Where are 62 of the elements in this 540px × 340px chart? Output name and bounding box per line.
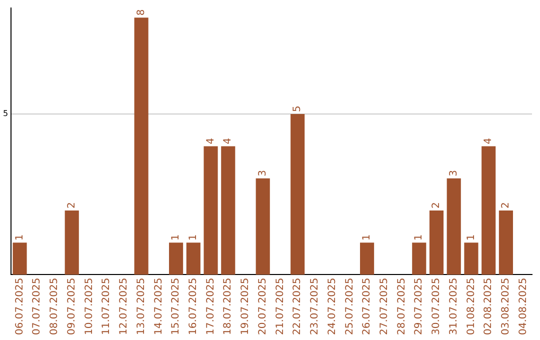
x-tick-label: 13.07.2025 [136, 278, 147, 336]
bar [482, 146, 496, 275]
x-tick-label: 07.07.2025 [32, 278, 43, 336]
bar [169, 242, 184, 275]
x-tick-label: 30.07.2025 [431, 278, 442, 336]
data-label: 3 [257, 170, 268, 176]
bar [412, 242, 426, 275]
x-tick-label: 27.07.2025 [379, 278, 390, 336]
data-label: 8 [136, 9, 147, 16]
data-label: 4 [205, 138, 216, 144]
x-tick-label: 10.07.2025 [84, 278, 95, 336]
x-tick-label: 28.07.2025 [396, 278, 408, 336]
data-label: 3 [448, 170, 460, 176]
x-tick-label: 04.08.2025 [518, 278, 529, 336]
x-tick-label: 26.07.2025 [362, 278, 373, 336]
x-tick-label: 18.07.2025 [222, 278, 234, 336]
data-label: 1 [414, 234, 425, 241]
x-tick-label: 08.07.2025 [49, 278, 60, 336]
x-tick-label: 25.07.2025 [344, 278, 356, 336]
bar [186, 242, 200, 275]
bar [360, 242, 374, 275]
data-label: 1 [188, 234, 199, 241]
data-label: 4 [483, 138, 494, 144]
bar [290, 114, 305, 275]
data-label: 1 [14, 234, 26, 241]
x-tick-label: 22.07.2025 [292, 278, 304, 336]
data-label: 1 [362, 234, 373, 241]
x-tick-label: 16.07.2025 [188, 278, 199, 336]
x-tick-label: 15.07.2025 [170, 278, 182, 336]
x-tick-label: 19.07.2025 [240, 278, 252, 336]
x-tick-label: 24.07.2025 [326, 278, 338, 336]
x-tick-label: 11.07.2025 [101, 278, 112, 336]
bar [256, 178, 270, 275]
data-label: 1 [170, 234, 182, 241]
x-tick-label: 06.07.2025 [14, 278, 26, 336]
data-label: 4 [222, 138, 234, 144]
data-label: 2 [431, 202, 442, 208]
x-tick-label: 03.08.2025 [500, 278, 512, 336]
bar [429, 210, 444, 275]
x-tick-label: 21.07.2025 [274, 278, 286, 336]
bar [446, 178, 461, 275]
x-tick-label: 20.07.2025 [257, 278, 268, 336]
bar [464, 242, 478, 275]
bar [12, 242, 27, 275]
x-tick-label: 17.07.2025 [205, 278, 216, 336]
bar [221, 146, 236, 275]
bar [134, 18, 148, 275]
data-label: 5 [292, 106, 304, 112]
bar [204, 146, 218, 275]
x-tick-label: 09.07.2025 [66, 278, 78, 336]
x-tick-label: 29.07.2025 [414, 278, 425, 336]
x-tick-label: 02.08.2025 [483, 278, 494, 336]
x-tick-label: 14.07.2025 [153, 278, 164, 336]
data-label: 2 [500, 202, 512, 208]
data-label: 2 [66, 202, 78, 208]
x-tick-label: 12.07.2025 [118, 278, 130, 336]
x-tick-label: 23.07.2025 [310, 278, 321, 336]
data-label: 1 [466, 234, 477, 241]
bar [498, 210, 513, 275]
x-tick-label: 31.07.2025 [448, 278, 460, 336]
x-tick-label: 01.08.2025 [466, 278, 477, 336]
bar [64, 210, 79, 275]
